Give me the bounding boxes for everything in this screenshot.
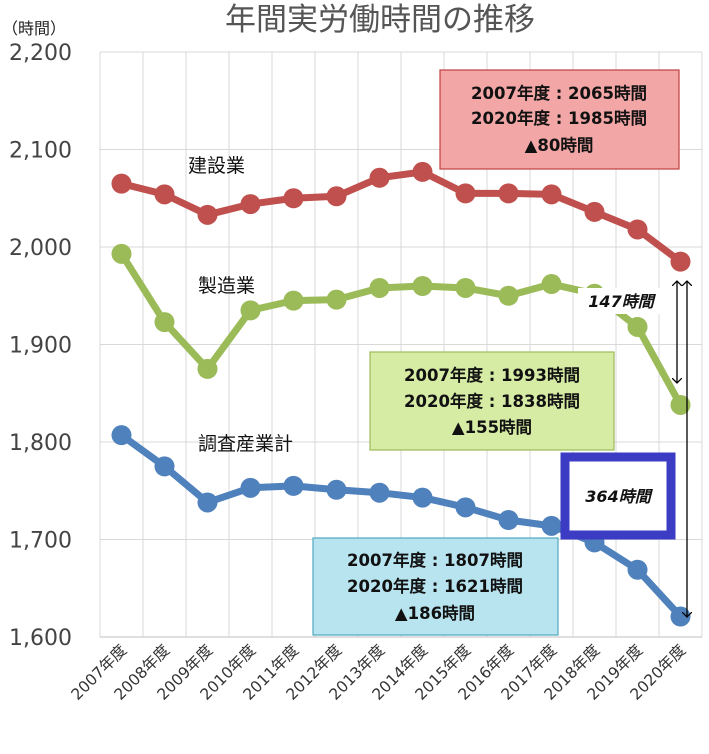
data-point (197, 358, 218, 379)
y-axis-ticks: 1,600 1,700 1,800 1,900 2,000 2,100 2,200 (9, 41, 72, 651)
data-point (541, 184, 562, 205)
data-point (412, 487, 433, 508)
series-label-manufacturing: 製造業 (198, 275, 255, 297)
data-point (412, 161, 433, 182)
difference-label-all: 364時間 (585, 487, 653, 506)
difference-label-manufacturing-bg (578, 288, 666, 314)
y-tick-label: 2,100 (9, 139, 72, 164)
series-label-construction: 建設業 (188, 155, 245, 177)
data-point (283, 475, 304, 496)
series-lines (111, 161, 691, 627)
data-point (283, 290, 304, 311)
data-point (627, 219, 648, 240)
difference-box-all (560, 452, 676, 540)
data-point (369, 167, 390, 188)
data-point (154, 456, 175, 477)
annotation-manufacturing-line3: ▲155時間 (452, 417, 532, 437)
data-point (154, 184, 175, 205)
data-point (326, 289, 347, 310)
annotation-box-construction: 2007年度 : 2065時間 2020年度 : 1985時間 ▲80時間 (439, 69, 680, 170)
annotation-construction-line1: 2007年度 : 2065時間 (471, 83, 647, 103)
y-tick-label: 2,000 (9, 236, 72, 261)
data-point (498, 183, 519, 204)
data-point (283, 188, 304, 209)
data-point (627, 316, 648, 337)
annotation-manufacturing-line1: 2007年度 : 1993時間 (404, 365, 580, 385)
data-point (541, 515, 562, 536)
series-label-all-industries: 調査産業計 (198, 433, 293, 455)
annotation-manufacturing-line2: 2020年度 : 1838時間 (404, 391, 580, 411)
y-tick-label: 2,200 (9, 41, 72, 66)
annotation-box-manufacturing: 2007年度 : 1993時間 2020年度 : 1838時間 ▲155時間 (369, 351, 615, 451)
data-point (584, 201, 605, 222)
data-point (498, 285, 519, 306)
data-point (111, 425, 132, 446)
data-point (369, 277, 390, 298)
y-tick-label: 1,600 (9, 626, 72, 651)
data-point (154, 312, 175, 333)
y-tick-label: 1,900 (9, 334, 72, 359)
annotation-all-line2: 2020年度 : 1621時間 (347, 576, 523, 596)
data-point (240, 300, 261, 321)
data-point (455, 277, 476, 298)
annotation-all-line3: ▲186時間 (395, 603, 475, 623)
data-point (111, 243, 132, 264)
data-point (240, 477, 261, 498)
data-point (455, 497, 476, 518)
data-point (670, 251, 691, 272)
chart-title: 年間実労働時間の推移 (225, 2, 535, 38)
data-point (326, 479, 347, 500)
difference-label-manufacturing: 147時間 (588, 292, 656, 311)
y-tick-label: 1,700 (9, 529, 72, 554)
data-point (455, 183, 476, 204)
data-point (197, 492, 218, 513)
data-point (240, 194, 261, 215)
data-point (541, 274, 562, 295)
data-point (111, 173, 132, 194)
data-point (412, 276, 433, 296)
x-axis-ticks: 2007年度2008年度2009年度2010年度2011年度2012年度2013… (68, 641, 690, 704)
y-tick-label: 1,800 (9, 431, 72, 456)
data-point (369, 482, 390, 503)
y-axis-unit-label: （時間） (2, 19, 66, 38)
annotation-construction-line2: 2020年度 : 1985時間 (471, 108, 647, 128)
annotation-box-all-industries: 2007年度 : 1807時間 2020年度 : 1621時間 ▲186時間 (312, 537, 559, 636)
annotation-construction-line3: ▲80時間 (525, 135, 594, 155)
data-point (498, 510, 519, 530)
data-point (627, 559, 648, 580)
data-point (326, 186, 347, 207)
annotation-all-line1: 2007年度 : 1807時間 (347, 550, 523, 570)
data-point (197, 204, 218, 225)
